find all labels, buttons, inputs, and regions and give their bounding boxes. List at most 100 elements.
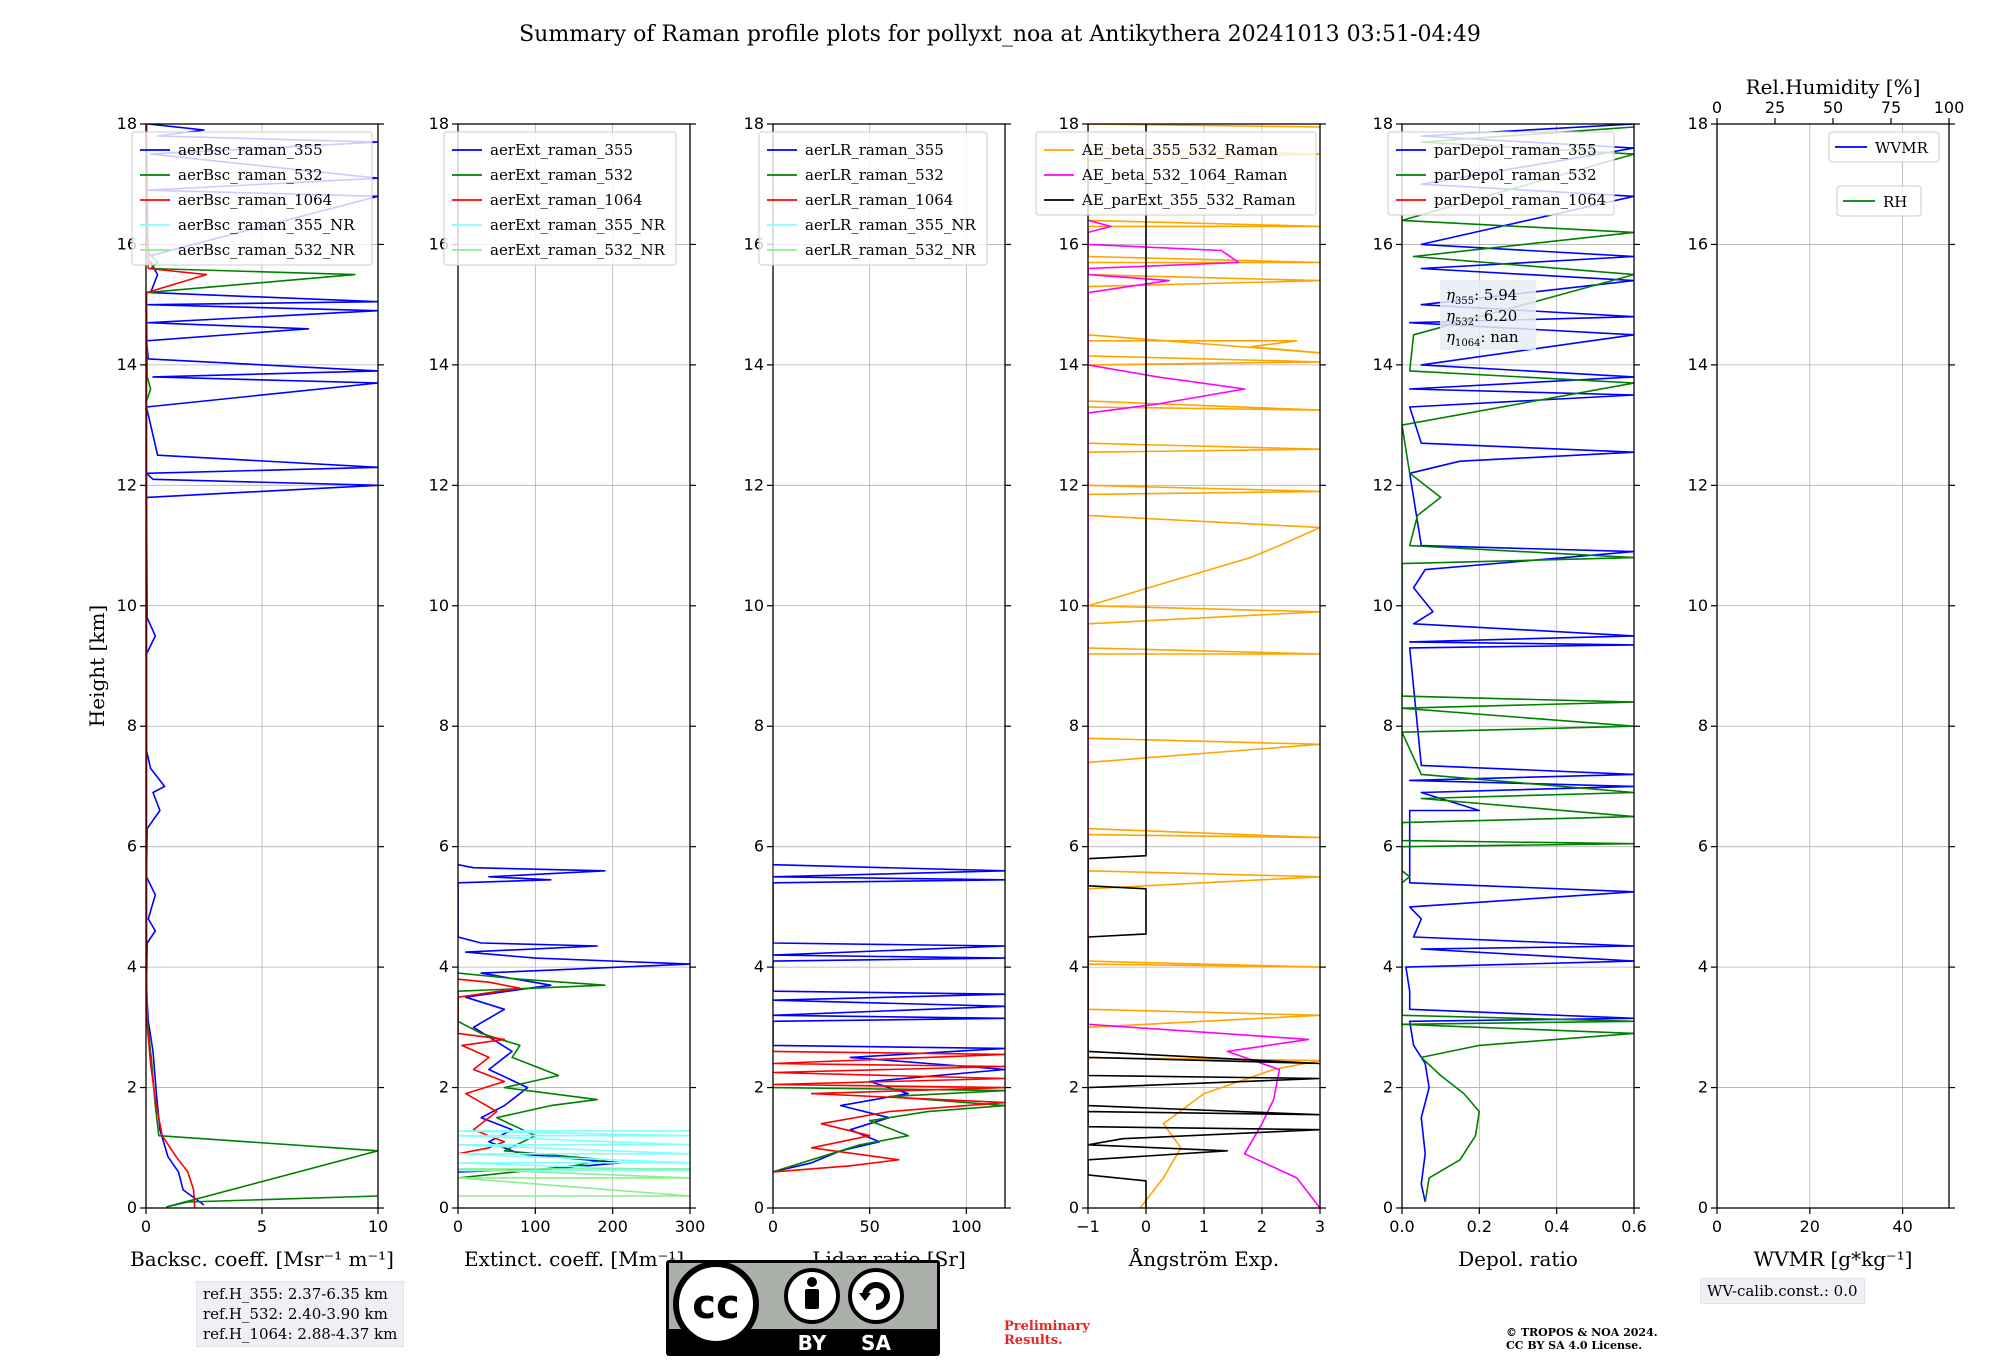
series-parDepol_raman_355 xyxy=(1405,124,1634,1203)
series-aerBsc_raman_1064 xyxy=(146,124,208,1208)
y-tick-label: 2 xyxy=(1383,1078,1393,1097)
legend-label-AE_parExt_355_532_Raman: AE_parExt_355_532_Raman xyxy=(1081,191,1296,209)
x-tick-label: 40 xyxy=(1892,1217,1912,1236)
axes-frame xyxy=(772,123,1006,1209)
sa-arrow-arc xyxy=(862,1282,890,1310)
legend-box xyxy=(1035,131,1317,216)
y-tick-label: 4 xyxy=(127,957,137,976)
series-parDepol_raman_532 xyxy=(1402,126,1634,1203)
y-tick-label: 6 xyxy=(1069,837,1079,856)
x-tick-label: 0.6 xyxy=(1621,1217,1646,1236)
y-tick-label: 0 xyxy=(754,1198,764,1217)
y-tick-label: 12 xyxy=(1688,475,1708,494)
x-tick-label: 100 xyxy=(951,1217,982,1236)
legend-label-aerExt_raman_532_NR: aerExt_raman_532_NR xyxy=(490,241,666,259)
y-tick-label: 10 xyxy=(744,596,764,615)
y-tick-label: 4 xyxy=(754,957,764,976)
legend-label-aerBsc_raman_532: aerBsc_raman_532 xyxy=(178,166,323,184)
preliminary-line-2: Results. xyxy=(1004,1333,1063,1348)
x-tick-label: 0 xyxy=(453,1217,463,1236)
legend-label-parDepol_raman_532: parDepol_raman_532 xyxy=(1434,166,1597,184)
series-aerExt_raman_355_NR xyxy=(458,1130,690,1172)
y-tick-label: 4 xyxy=(1383,957,1393,976)
by-person-body xyxy=(805,1289,819,1309)
y-tick-label: 10 xyxy=(1059,596,1079,615)
x-tick-label: 100 xyxy=(520,1217,551,1236)
cc-logo-text: cc xyxy=(692,1282,739,1328)
x-tick-label: 0.0 xyxy=(1389,1217,1414,1236)
y-tick-label: 18 xyxy=(1688,114,1708,133)
by-label: BY xyxy=(798,1331,827,1355)
copyright-line-2: CC BY SA 4.0 License. xyxy=(1506,1339,1643,1352)
x-tick-label: 0.2 xyxy=(1467,1217,1492,1236)
legend-label: WVMR xyxy=(1875,139,1929,157)
y-tick-label: 2 xyxy=(127,1078,137,1097)
y-tick-label: 0 xyxy=(1383,1198,1393,1217)
x-tick-label: 3 xyxy=(1315,1217,1325,1236)
series-group xyxy=(773,863,1005,1173)
series-AE_beta_355_532_Raman xyxy=(1088,124,1320,1208)
legend-label-AE_beta_532_1064_Raman: AE_beta_532_1064_Raman xyxy=(1081,166,1288,184)
y-tick-label: 12 xyxy=(744,475,764,494)
series-aerLR_raman_355 xyxy=(773,863,1005,1173)
copyright-note: © TROPOS & NOA 2024. CC BY SA 4.0 Licens… xyxy=(1506,1326,1658,1352)
y-tick-label: 12 xyxy=(429,475,449,494)
y-tick-label: 18 xyxy=(429,114,449,133)
y-tick-label: 4 xyxy=(1698,957,1708,976)
y-tick-label: 2 xyxy=(754,1078,764,1097)
y-tick-label: 6 xyxy=(1698,837,1708,856)
series-AE_beta_532_1064_Raman xyxy=(1088,219,1320,1208)
x-tick-label: 5 xyxy=(257,1217,267,1236)
sa-arrow-head xyxy=(859,1293,871,1301)
y-tick-label: 2 xyxy=(1698,1078,1708,1097)
y-tick-label: 0 xyxy=(439,1198,449,1217)
cc-circle-icon xyxy=(673,1261,759,1347)
y-tick-label: 4 xyxy=(439,957,449,976)
legend-label-aerLR_raman_1064: aerLR_raman_1064 xyxy=(805,191,953,209)
sa-share-icon xyxy=(848,1268,904,1324)
series-group xyxy=(458,863,690,1197)
eta-1064: η1064: nan xyxy=(1446,328,1519,349)
x-tick-label: 200 xyxy=(597,1217,628,1236)
series-aerExt_raman_1064 xyxy=(458,978,521,1155)
preliminary-line-1: Preliminary xyxy=(1004,1319,1090,1334)
axes-frame xyxy=(1716,123,1950,1209)
y-tick-label: 6 xyxy=(1383,837,1393,856)
x-tick-label: 0 xyxy=(1141,1217,1151,1236)
axes-frame xyxy=(457,123,691,1209)
legend-label-aerLR_raman_355: aerLR_raman_355 xyxy=(805,141,944,159)
legend-label-aerLR_raman_355_NR: aerLR_raman_355_NR xyxy=(805,216,976,234)
x-axis-label: Backsc. coeff. [Msr⁻¹ m⁻¹] xyxy=(130,1247,394,1271)
y-tick-label: 12 xyxy=(1373,475,1393,494)
y-tick-label: 6 xyxy=(439,837,449,856)
y-tick-label: 8 xyxy=(1698,716,1708,735)
x-tick-label: 0 xyxy=(768,1217,778,1236)
y-tick-label: 14 xyxy=(744,355,764,374)
x-axis-label: Extinct. coeff. [Mm⁻¹] xyxy=(464,1247,684,1271)
annotation-box xyxy=(1440,280,1536,350)
reference-heights-box: ref.H_355: 2.37-6.35 km ref.H_532: 2.40-… xyxy=(196,1281,405,1347)
y-tick-label: 14 xyxy=(1059,355,1079,374)
y-tick-label: 18 xyxy=(1059,114,1079,133)
legend: aerBsc_raman_355 aerBsc_raman_532 aerBsc_r… xyxy=(131,131,373,266)
wv-calibration-text: WV-calib.const.: 0.0 xyxy=(1707,1282,1858,1300)
legend-label-parDepol_raman_1064: parDepol_raman_1064 xyxy=(1434,191,1606,209)
legend-label-AE_beta_355_532_Raman: AE_beta_355_532_Raman xyxy=(1081,141,1278,159)
y-tick-label: 16 xyxy=(1688,234,1708,253)
legend-box xyxy=(758,131,988,266)
x-tick-label: −1 xyxy=(1076,1217,1100,1236)
legend: aerLR_raman_355 aerLR_raman_532 aerLR_rama… xyxy=(758,131,988,266)
eta-355: η355: 5.94 xyxy=(1446,286,1517,307)
y-tick-label: 18 xyxy=(744,114,764,133)
series-aerLR_raman_532 xyxy=(773,1086,1005,1173)
copyright-line-1: © TROPOS & NOA 2024. xyxy=(1506,1326,1658,1339)
eta-532: η532: 6.20 xyxy=(1446,307,1517,328)
y-tick-label: 10 xyxy=(1373,596,1393,615)
top-x-tick-label: 100 xyxy=(1934,98,1965,117)
